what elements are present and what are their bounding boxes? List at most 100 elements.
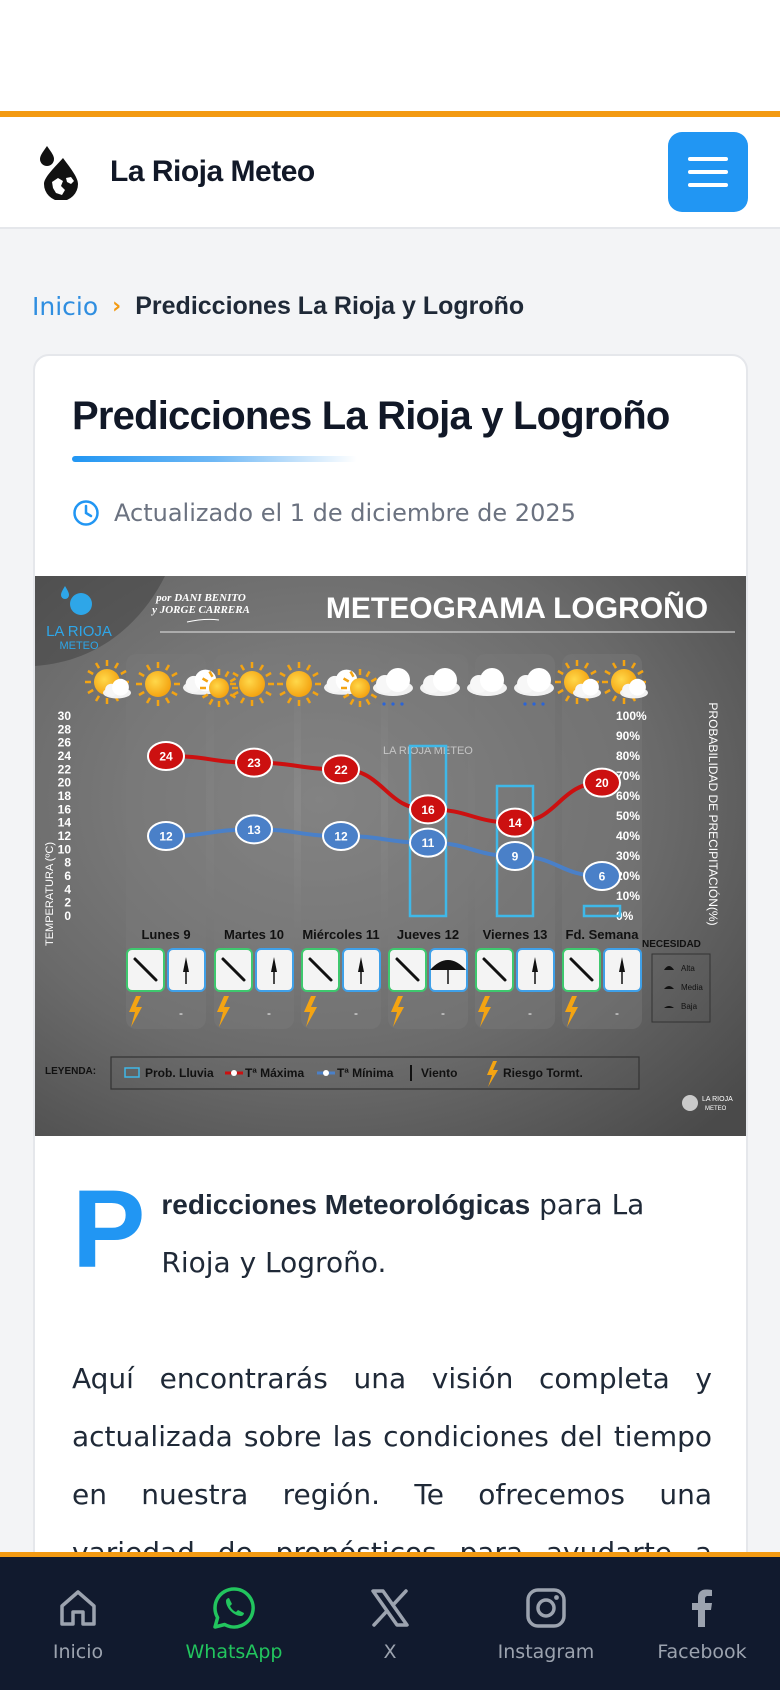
home-icon [60, 1589, 96, 1626]
max-temp-point [583, 767, 621, 798]
rain-prob-bar [495, 784, 535, 918]
nav-label: Inicio [52, 1640, 104, 1663]
min-temp-point [496, 841, 534, 871]
max-temp-point-label: 24 [159, 750, 173, 764]
temp-tick-label: 14 [58, 816, 72, 830]
left-axis-label: TEMPERATURA (ºC) [44, 842, 56, 946]
max-temp-point [409, 794, 447, 825]
nav-item-facebook[interactable]: Facebook [624, 1585, 780, 1663]
temp-tick-label: 22 [58, 762, 72, 776]
whatsapp-icon [213, 1586, 255, 1629]
legend-item-label: Prob. Lluvia [145, 1066, 214, 1080]
wind-arrow-icon [482, 957, 507, 982]
meteogram-brand: LA RIOJA METEO [46, 586, 112, 652]
storm-risk-value: - [354, 1006, 358, 1020]
article-card: Predicciones La Rioja y Logroño Actualiz… [33, 354, 748, 1690]
max-temp-point [147, 741, 185, 771]
legend-label: LEYENDA: [45, 1066, 96, 1077]
pct-tick-label: 80% [616, 749, 640, 763]
necesidad-label: Baja [681, 1002, 698, 1011]
rain-cloud-icon [373, 668, 413, 706]
storm-risk-value: - [528, 1006, 532, 1020]
umbrella-icon [183, 957, 189, 972]
nav-item-inicio[interactable]: Inicio [0, 1585, 156, 1663]
max-temp-point-label: 14 [508, 816, 522, 830]
min-temp-point-label: 6 [599, 870, 606, 884]
umbrella-icon [619, 957, 625, 972]
meteogram-corner-logo: LA RIOJA METEO [682, 1095, 733, 1112]
temp-tick-label: 6 [64, 869, 71, 883]
legend-item-label: Tª Máxima [245, 1066, 304, 1080]
lead-bold-text: redicciones Meteorológicas [161, 1189, 531, 1220]
nav-item-whatsapp[interactable]: WhatsApp [156, 1585, 312, 1663]
min-temp-point [322, 821, 360, 851]
nav-item-x[interactable]: X [312, 1585, 468, 1663]
updated-text: Actualizado el 1 de diciembre de 2025 [114, 499, 576, 527]
sun-icon [230, 662, 274, 706]
min-temp-point-label: 13 [247, 823, 261, 837]
cloud-icon [620, 678, 648, 699]
temp-tick-label: 24 [58, 749, 72, 763]
max-temp-point-label: 22 [334, 763, 348, 777]
legend-item-label: Viento [421, 1066, 457, 1080]
day-label: Viernes 13 [483, 927, 548, 942]
updated-date: Actualizado el 1 de diciembre de 2025 [72, 499, 576, 527]
temp-tick-label: 8 [64, 856, 71, 870]
top-blank-area [0, 0, 780, 117]
storm-risk-icon [304, 996, 317, 1027]
meteogram-image: LA RIOJA METEO por DANI BENITO y JORGE C… [35, 576, 746, 1136]
umbrella-icon [358, 957, 364, 972]
storm-risk-icon [391, 996, 404, 1027]
legend-item-label: Tª Mínima [337, 1066, 394, 1080]
temp-tick-label: 10 [58, 842, 72, 856]
necesidad-umbrella-icon [664, 966, 674, 970]
min-temp-point-label: 9 [512, 850, 519, 864]
temp-tick-label: 30 [58, 709, 72, 723]
breadcrumb-current: Predicciones La Rioja y Logroño [135, 291, 525, 320]
temp-tick-label: 26 [58, 736, 72, 750]
right-axis-label: PROBABILIDAD DE PRECIPITACIÓN(%) [706, 702, 721, 925]
breadcrumb: Inicio › Predicciones La Rioja y Logroño [0, 229, 780, 337]
svg-text:METEO: METEO [705, 1106, 727, 1112]
instagram-icon [526, 1587, 566, 1628]
day-column [562, 654, 642, 1029]
nav-item-instagram[interactable]: Instagram [468, 1585, 624, 1663]
day-label: Jueves 12 [397, 927, 459, 942]
brand[interactable]: La Rioja Meteo [38, 144, 315, 200]
temp-tick-label: 28 [58, 722, 72, 736]
cloud-icon [573, 678, 601, 699]
wind-arrow-icon [395, 957, 420, 982]
temp-tick-label: 2 [64, 896, 71, 910]
rain-cloud-icon [514, 668, 554, 706]
necesidad-umbrella-icon [664, 986, 674, 989]
storm-risk-icon [129, 996, 142, 1027]
rain-prob-bar [408, 744, 448, 918]
umbrella-icon [430, 960, 466, 970]
necesidad-box: NECESIDAD Alta Media Baja [642, 939, 711, 1023]
breadcrumb-home-link[interactable]: Inicio [32, 291, 99, 321]
temp-tick-label: 16 [58, 802, 72, 816]
menu-button[interactable] [668, 132, 748, 212]
meteogram-watermark: LA RIOJA METEO [383, 745, 473, 757]
svg-text:LA RIOJA METEO: LA RIOJA METEO [383, 745, 473, 757]
min-temp-point-label: 12 [334, 830, 348, 844]
umbrella-icon [532, 957, 538, 972]
max-temp-point [322, 754, 360, 785]
cloud-icon [467, 668, 507, 696]
temp-tick-label: 4 [64, 882, 71, 896]
title-underline [72, 456, 357, 462]
storm-risk-value: - [615, 1006, 619, 1020]
wind-arrow-icon [569, 957, 594, 982]
temp-tick-label: 12 [58, 829, 72, 843]
pct-tick-label: 50% [616, 809, 640, 823]
wind-arrow-icon [221, 957, 246, 982]
meteogram-brand-line1: LA RIOJA [46, 623, 112, 640]
page-title: Predicciones La Rioja y Logroño [72, 394, 670, 438]
day-label: Lunes 9 [141, 927, 190, 942]
min-temp-point-label: 11 [422, 836, 435, 850]
x-logo-icon [371, 1588, 409, 1627]
min-temp-point-label: 12 [159, 830, 173, 844]
max-temp-point [496, 807, 534, 838]
temp-tick-label: 20 [58, 776, 72, 790]
